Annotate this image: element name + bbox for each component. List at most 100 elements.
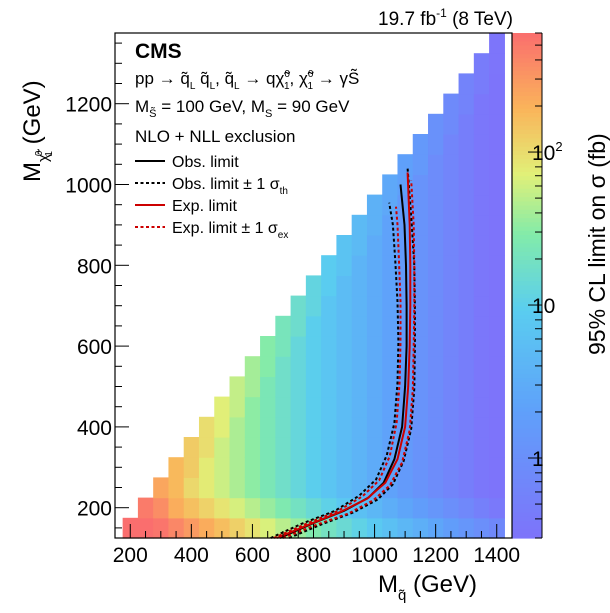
palette-band	[512, 340, 542, 346]
heatmap-cell	[168, 457, 185, 478]
palette-band	[512, 298, 542, 303]
heatmap-cell	[489, 214, 505, 236]
heatmap-cell	[260, 437, 276, 458]
heatmap-cell	[366, 295, 383, 317]
heatmap-cell	[260, 356, 276, 377]
legend-label: Exp. limit	[172, 198, 237, 215]
palette-band	[512, 201, 542, 207]
mass-label: MS̃ = 100 GeV, MS = 90 GeV	[135, 97, 350, 120]
heatmap-cell	[244, 437, 261, 458]
heatmap-cell	[443, 194, 460, 216]
heatmap-cell	[305, 275, 322, 297]
limit-curve	[288, 168, 416, 539]
palette-band	[512, 495, 542, 501]
heatmap-cell	[260, 416, 276, 438]
palette-band	[512, 251, 542, 257]
palette-band	[512, 70, 542, 76]
heatmap-cell	[489, 235, 505, 256]
palette-band	[512, 260, 542, 266]
heatmap-cell	[382, 336, 399, 357]
palette-band	[512, 66, 542, 72]
heatmap-cell	[168, 517, 185, 539]
heatmap-cell	[336, 416, 353, 438]
heatmap-cell	[489, 497, 505, 519]
palette-band	[512, 146, 542, 152]
heatmap-cell	[168, 477, 185, 499]
palette-band	[512, 171, 542, 177]
heatmap-cell	[489, 315, 505, 337]
heatmap-cell	[275, 497, 292, 519]
palette-band	[512, 293, 542, 299]
heatmap-cell	[183, 497, 200, 519]
heatmap-cell	[321, 437, 338, 458]
palette-band	[512, 466, 542, 472]
heatmap-cell	[351, 255, 368, 276]
heatmap-cell	[336, 315, 353, 337]
palette-band	[512, 91, 542, 97]
heatmap-cell	[428, 235, 444, 256]
palette-band	[512, 399, 542, 404]
palette-band	[512, 243, 542, 249]
heatmap-cell	[428, 295, 444, 317]
heatmap-cell	[229, 517, 246, 539]
heatmap-cell	[473, 113, 490, 135]
heatmap-cell	[397, 396, 414, 418]
heatmap-cell	[473, 315, 490, 337]
heatmap-cell	[458, 214, 475, 236]
heatmap-cell	[321, 336, 338, 357]
heatmap-cell	[351, 477, 368, 499]
heatmap-cell	[275, 457, 292, 478]
heatmap-cell	[397, 154, 414, 175]
heatmap-cell	[489, 93, 505, 115]
heatmap-cell	[458, 396, 475, 418]
heatmap-cell	[382, 315, 399, 337]
heatmap-cell	[244, 396, 261, 418]
heatmap-cell	[305, 457, 322, 478]
heatmap-cell	[153, 477, 170, 499]
palette-band	[512, 319, 542, 324]
palette-band	[512, 378, 542, 383]
heatmap-cell	[412, 154, 429, 175]
palette-band	[512, 394, 542, 400]
heatmap-cell	[473, 275, 490, 297]
x-axis-title: Mq̃ (GeV)	[378, 571, 477, 604]
palette-band	[512, 382, 542, 388]
heatmap-cell	[244, 416, 261, 438]
heatmap-cell	[428, 194, 444, 216]
heatmap-cell	[366, 235, 383, 256]
heatmap-cell	[137, 517, 154, 539]
palette-band	[512, 62, 542, 68]
palette-band	[512, 479, 542, 484]
heatmap-cell	[275, 396, 292, 418]
heatmap-cell	[489, 33, 505, 54]
heatmap-cell	[260, 517, 276, 539]
palette-band	[512, 209, 542, 215]
heatmap-cell	[351, 275, 368, 297]
heatmap-cell	[321, 356, 338, 377]
heatmap-cell	[260, 336, 276, 357]
heatmap-cell	[336, 477, 353, 499]
heatmap-cell	[443, 315, 460, 337]
z-tick-label: 1	[532, 448, 544, 471]
heatmap-cell	[321, 376, 338, 398]
palette-band	[512, 306, 542, 312]
palette-band	[512, 163, 542, 169]
heatmap-cell	[183, 477, 200, 499]
palette-band	[512, 483, 542, 489]
palette-band	[512, 100, 542, 106]
heatmap-cell	[366, 194, 383, 216]
heatmap-cell	[397, 517, 414, 539]
heatmap-cell	[412, 174, 429, 196]
palette-band	[512, 500, 542, 505]
heatmap-cell	[290, 315, 307, 337]
heatmap-cell	[473, 477, 490, 499]
limit-curve	[273, 206, 402, 539]
palette-band	[512, 420, 542, 425]
heatmap-cell	[305, 336, 322, 357]
limit-curve	[276, 172, 412, 539]
heatmap-cell	[412, 477, 429, 499]
heatmap-cell	[489, 275, 505, 297]
heatmap-cell	[412, 295, 429, 317]
heatmap-cell	[473, 517, 490, 539]
heatmap-cell	[443, 174, 460, 196]
